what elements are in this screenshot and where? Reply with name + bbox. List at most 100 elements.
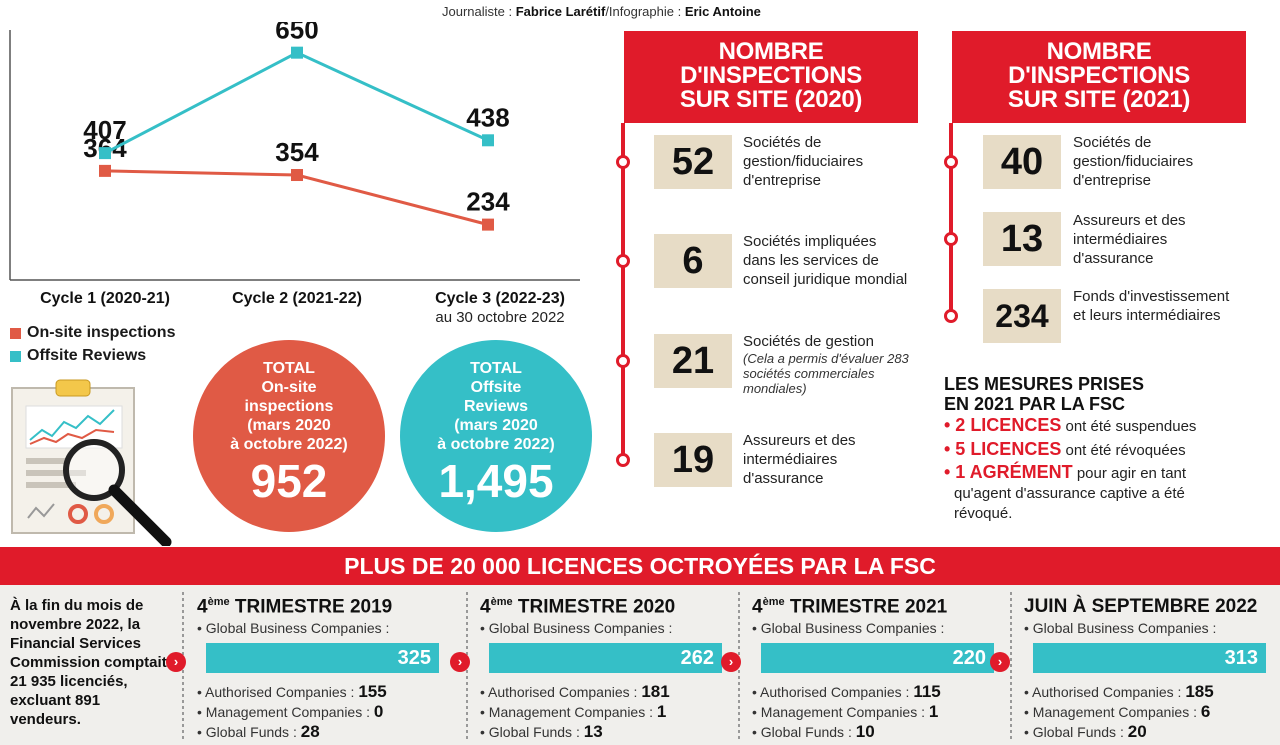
insp2021-value-2: 13 [983, 212, 1061, 266]
point-0-0 [99, 164, 111, 177]
insp2020-timeline [621, 123, 625, 461]
insp2020-title3: SUR SITE (2020) [679, 86, 863, 113]
quarter-block-3: JUIN À SEPTEMBRE 2022 • Global Business C… [1024, 596, 1274, 742]
insp2020-desc-4: Assureurs et des intermédiaires d'assura… [743, 432, 856, 487]
insp2020-dot-3 [616, 354, 630, 368]
auth-line: • Authorised Companies : 115 [752, 682, 941, 702]
insp2020-desc-3-text: Sociétés de gestion [743, 333, 874, 350]
data-label-1-2: 438 [466, 102, 509, 132]
infographie-label: /Infographie : [605, 4, 682, 19]
insp2020-desc-2: Sociétés impliquées dans les services de… [743, 233, 908, 288]
total-offsite-l1: TOTAL [470, 360, 522, 377]
quarter-title-text: TRIMESTRE 2021 [784, 596, 948, 618]
gbc-label: • Global Business Companies : [480, 620, 673, 637]
mesures-item-1-bold: • 2 LICENCES [944, 415, 1062, 435]
insp2021-dot-1 [944, 155, 958, 169]
total-offsite-l4: (mars 2020 [454, 417, 538, 434]
data-label-1-1: 650 [275, 22, 318, 45]
gbc-label: • Global Business Companies : [752, 620, 945, 637]
point-1-0 [99, 147, 111, 160]
insp2020-dot-4 [616, 453, 630, 467]
intro-text: À la fin du mois de novembre 2022, la Fi… [10, 597, 167, 728]
insp2020-desc-1: Sociétés de gestion/fiduciaires d'entrep… [743, 134, 864, 189]
mgmt-line: • Management Companies : 6 [1024, 702, 1211, 721]
point-0-2 [482, 218, 494, 231]
legend-offsite: Offsite Reviews [10, 347, 146, 365]
quarter-title-text: TRIMESTRE 2019 [229, 596, 393, 618]
quarter-title: 4ème TRIMESTRE 2019 [197, 596, 447, 618]
chevron-right-icon: › [990, 652, 1010, 672]
quarter-num: 4 [752, 596, 763, 618]
insp2020-title2: D'INSPECTIONS [680, 62, 862, 89]
total-onsite-l1: TOTAL [263, 360, 315, 377]
quarter-sup: ème [490, 596, 513, 608]
insp2020-dot-1 [616, 155, 630, 169]
quarter-title: 4ème TRIMESTRE 2021 [752, 596, 1002, 618]
insp2020-desc-3-note: (Cela a permis d'évaluer 283 sociétés co… [743, 351, 909, 396]
funds-line: • Global Funds : 13 [480, 722, 603, 742]
quarter-block-2: 4ème TRIMESTRE 2021 • Global Business Com… [752, 596, 1002, 742]
point-1-2 [482, 134, 494, 147]
infographie-name: Eric Antoine [684, 4, 761, 19]
data-label-1-0: 407 [83, 115, 126, 145]
total-offsite-value: 1,495 [438, 455, 554, 507]
total-offsite-circle: TOTAL Offsite Reviews (mars 2020 à octob… [400, 340, 592, 532]
mesures-title-1: LES MESURES PRISES [944, 374, 1145, 394]
quarter-title: JUIN À SEPTEMBRE 2022 [1024, 596, 1274, 618]
auth-line: • Authorised Companies : 181 [480, 682, 670, 702]
gbc-bar: 262 [489, 643, 722, 674]
mesures-item-1-text: ont été suspendues [1061, 418, 1197, 435]
legend-offsite-label: Offsite Reviews [27, 347, 147, 364]
insp2021-title1: NOMBRE [1046, 38, 1152, 65]
point-0-1 [291, 169, 303, 182]
mesures-title-2: EN 2021 PAR LA FSC [944, 394, 1126, 414]
insp2020-value-3: 21 [654, 334, 732, 388]
insp2021-timeline [949, 123, 953, 316]
insp2021-value-3: 234 [983, 289, 1061, 343]
x-tick-label-0: Cycle 1 (2020-21) [40, 290, 170, 307]
gbc-bar: 325 [206, 643, 439, 674]
mesures-item-3-bold: • 1 AGRÉMENT [944, 462, 1073, 482]
licences-banner: PLUS DE 20 000 LICENCES OCTROYÉES PAR LA… [0, 547, 1280, 585]
funds-line: • Global Funds : 10 [752, 722, 875, 742]
quarter-block-0: 4ème TRIMESTRE 2019 • Global Business Com… [197, 596, 447, 742]
total-onsite-value: 952 [250, 455, 328, 507]
mesures-item-3-text: pour agir en tant [1072, 465, 1187, 482]
insp2020-desc-3: Sociétés de gestion (Cela a permis d'éva… [743, 332, 913, 396]
mesures-item-2-bold: • 5 LICENCES [944, 439, 1062, 459]
mgmt-line: • Management Companies : 1 [480, 702, 667, 722]
x-tick-label-2: Cycle 3 (2022-23) [435, 290, 565, 307]
funds-line: • Global Funds : 28 [197, 722, 320, 742]
point-1-1 [291, 46, 303, 59]
insp2021-header: NOMBRE D'INSPECTIONS SUR SITE (2021) [952, 31, 1246, 123]
mesures-item-2-text: ont été révoquées [1061, 442, 1186, 459]
auth-line: • Authorised Companies : 155 [197, 682, 387, 702]
credit-line: Journaliste : Fabrice Larétif/Infographi… [442, 4, 761, 19]
insp2020-value-1: 52 [654, 135, 732, 189]
insp2021-desc-1: Sociétés de gestion/fiduciaires d'entrep… [1073, 134, 1194, 189]
quarter-title-text: JUIN À SEPTEMBRE 2022 [1024, 596, 1258, 617]
insp2020-header: NOMBRE D'INSPECTIONS SUR SITE (2020) [624, 31, 918, 123]
quarter-sup: ème [207, 596, 230, 608]
mgmt-line: • Management Companies : 1 [752, 702, 939, 722]
insp2021-desc-3: Fonds d'investissement et leurs interméd… [1073, 288, 1230, 324]
quarter-title: 4ème TRIMESTRE 2020 [480, 596, 730, 618]
total-offsite-l2: Offsite [470, 379, 522, 396]
total-offsite-l5: à octobre 2022) [437, 436, 555, 453]
clipboard-chart-icon [11, 379, 172, 546]
total-onsite-l2: On-site [261, 379, 317, 396]
insp2020-value-4: 19 [654, 433, 732, 487]
data-label-0-1: 354 [275, 137, 319, 167]
insp2021-desc-2: Assureurs et des intermédiaires d'assura… [1073, 212, 1186, 267]
mesures-item-3-line3: révoqué. [954, 505, 1013, 522]
chevron-right-icon: › [166, 652, 186, 672]
insp2021-title2: D'INSPECTIONS [1008, 62, 1190, 89]
total-onsite-l5: à octobre 2022) [230, 436, 348, 453]
gbc-label: • Global Business Companies : [1024, 620, 1217, 636]
gbc-label: • Global Business Companies : [197, 620, 390, 637]
quarter-title-text: TRIMESTRE 2020 [512, 596, 676, 618]
journalist-label: Journaliste : [442, 4, 513, 19]
line-chart: 364354234407650438Cycle 1 (2020-21)Cycle… [9, 22, 580, 326]
total-offsite-l3: Reviews [463, 398, 529, 415]
quarter-separator-3 [1010, 592, 1012, 742]
